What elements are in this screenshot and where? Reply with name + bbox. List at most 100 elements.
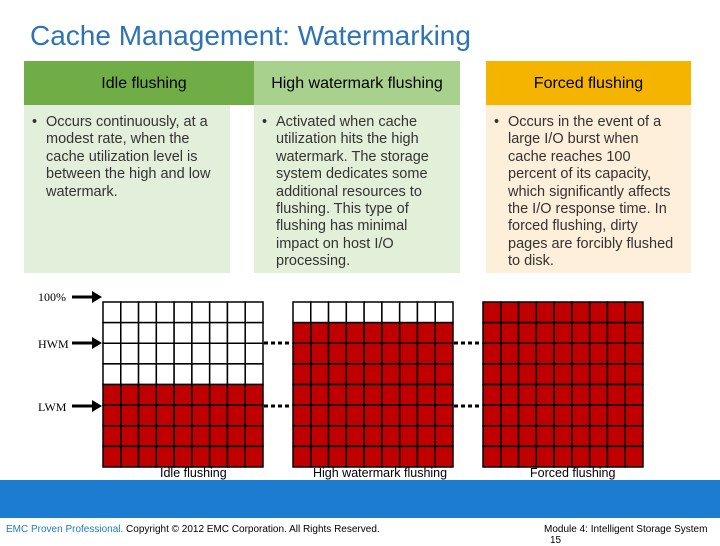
cache-page-dirty — [155, 425, 175, 448]
cache-page-dirty — [517, 425, 538, 448]
cache-page-dirty — [102, 383, 122, 406]
column-header-forced: Forced flushing — [486, 61, 691, 105]
cache-page-dirty — [155, 404, 175, 427]
cache-page-clean — [155, 321, 175, 344]
cache-page-dirty — [155, 445, 175, 468]
cache-page-dirty — [381, 342, 401, 365]
cache-page-dirty — [553, 342, 573, 365]
cache-page-dirty — [137, 383, 158, 406]
cache-page-dirty — [381, 404, 401, 427]
cache-page-clean — [155, 342, 175, 365]
cache-page-dirty — [226, 404, 246, 427]
cache-page-dirty — [381, 321, 401, 344]
cache-page-dirty — [208, 383, 229, 406]
cache-page-dirty — [191, 383, 211, 406]
cache-page-dirty — [327, 425, 348, 448]
bullet-icon: • — [262, 114, 268, 130]
cache-page-dirty — [500, 425, 520, 448]
cache-page-dirty — [292, 342, 312, 365]
caption-forced: Forced flushing — [530, 466, 616, 480]
cache-page-clean — [292, 301, 312, 324]
cache-page-dirty — [624, 404, 644, 427]
cache-page-clean — [137, 321, 158, 344]
cache-page-clean — [226, 321, 246, 344]
cache-page-dirty — [588, 301, 609, 324]
cache-page-dirty — [173, 425, 193, 448]
cache-page-dirty — [535, 445, 555, 468]
cache-page-clean — [173, 363, 193, 386]
cache-page-dirty — [416, 342, 436, 365]
cache-page-dirty — [310, 425, 330, 448]
lwm-connector-line-2 — [454, 404, 482, 408]
cache-page-dirty — [588, 321, 609, 344]
cache-page-dirty — [173, 404, 193, 427]
cache-page-clean — [226, 301, 246, 324]
cache-page-dirty — [416, 425, 436, 448]
footer-module: Module 4: Intelligent Storage System 15 — [544, 524, 720, 546]
footer-copyright-text: Copyright © 2012 EMC Corporation. All Ri… — [123, 524, 380, 535]
cache-page-dirty — [606, 404, 626, 427]
level-label-hwm: HWM — [38, 337, 69, 351]
cache-page-dirty — [208, 404, 229, 427]
cache-page-dirty — [398, 342, 419, 365]
cache-grid-high-watermark — [292, 301, 454, 468]
footer-brand: EMC Proven Professional. — [6, 524, 124, 535]
cache-page-dirty — [535, 363, 555, 386]
cache-page-dirty — [482, 301, 502, 324]
footer-copyright: EMC Proven Professional. Copyright © 201… — [6, 524, 380, 535]
cache-page-dirty — [624, 363, 644, 386]
cache-page-clean — [345, 301, 365, 324]
cache-page-dirty — [381, 445, 401, 468]
cache-page-clean — [173, 342, 193, 365]
cache-page-dirty — [102, 425, 122, 448]
cache-page-dirty — [553, 383, 573, 406]
caption-high-watermark: High watermark flushing — [313, 466, 448, 480]
column-body-high-watermark: • Activated when cache utilization hits … — [254, 105, 460, 273]
cache-page-dirty — [606, 383, 626, 406]
cache-page-dirty — [416, 363, 436, 386]
cache-page-clean — [102, 342, 122, 365]
cache-page-dirty — [292, 363, 312, 386]
cache-page-dirty — [327, 363, 348, 386]
cache-page-dirty — [244, 425, 264, 448]
cache-page-dirty — [500, 363, 520, 386]
cache-page-dirty — [310, 445, 330, 468]
cache-page-dirty — [482, 383, 502, 406]
cache-page-dirty — [310, 321, 330, 344]
cache-page-dirty — [535, 321, 555, 344]
cache-page-dirty — [624, 383, 644, 406]
cache-page-clean — [327, 301, 348, 324]
cache-page-dirty — [120, 445, 140, 468]
cache-page-dirty — [500, 383, 520, 406]
cache-page-clean — [191, 342, 211, 365]
cache-page-dirty — [208, 445, 229, 468]
cache-page-dirty — [606, 321, 626, 344]
cache-page-dirty — [398, 404, 419, 427]
cache-page-dirty — [571, 425, 591, 448]
cache-page-dirty — [137, 445, 158, 468]
cache-page-dirty — [310, 363, 330, 386]
cache-page-dirty — [571, 445, 591, 468]
cache-page-dirty — [292, 404, 312, 427]
cache-grid-forced — [482, 301, 644, 468]
cache-page-dirty — [517, 445, 538, 468]
cache-page-clean — [191, 363, 211, 386]
cache-page-dirty — [500, 404, 520, 427]
cache-page-dirty — [310, 404, 330, 427]
level-label-lwm: LWM — [38, 400, 67, 414]
cache-page-dirty — [517, 321, 538, 344]
cache-grid-idle — [102, 301, 264, 468]
cache-page-dirty — [416, 321, 436, 344]
cache-page-dirty — [624, 445, 644, 468]
cache-page-dirty — [482, 363, 502, 386]
cache-page-clean — [137, 363, 158, 386]
cache-page-dirty — [155, 383, 175, 406]
cache-page-dirty — [398, 445, 419, 468]
cache-page-dirty — [398, 363, 419, 386]
cache-page-dirty — [345, 404, 365, 427]
cache-page-clean — [226, 342, 246, 365]
arrow-100-icon — [72, 291, 102, 303]
cache-page-dirty — [434, 342, 454, 365]
cache-page-dirty — [434, 363, 454, 386]
cache-page-dirty — [226, 425, 246, 448]
